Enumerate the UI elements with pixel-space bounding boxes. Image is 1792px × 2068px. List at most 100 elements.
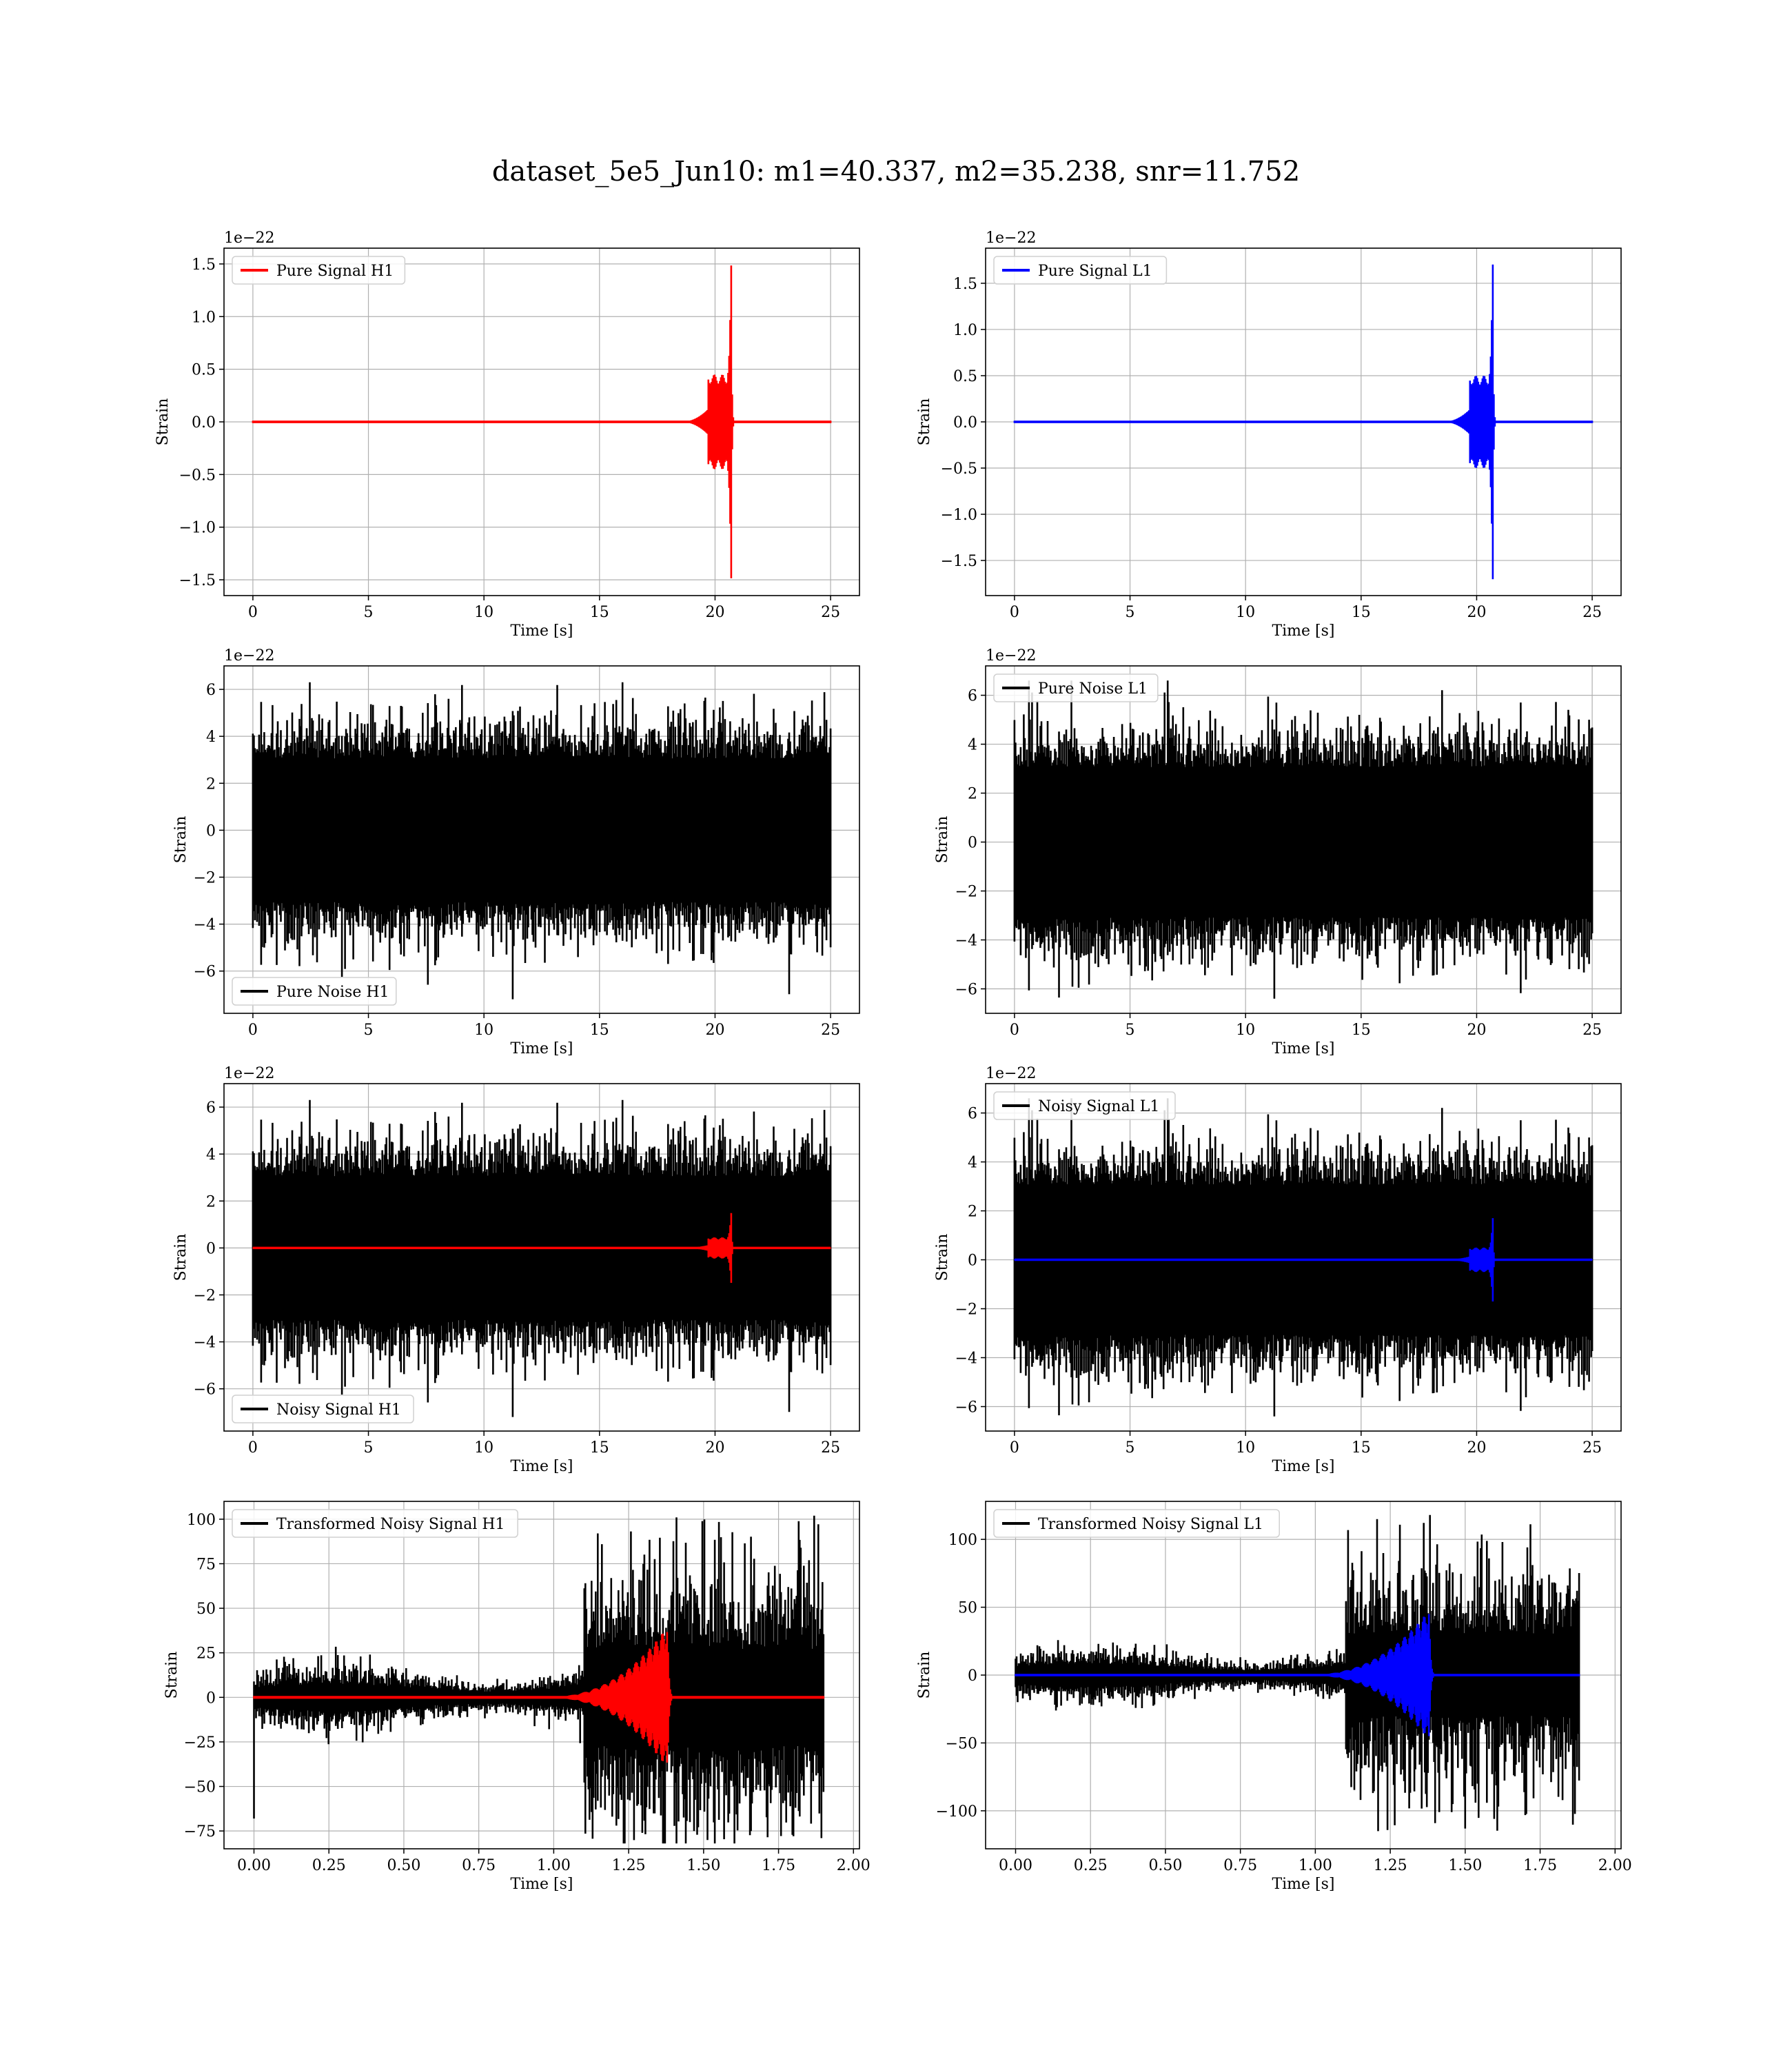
x-tick-label: 1.50 — [1448, 1857, 1482, 1874]
x-tick-label: 1.50 — [686, 1857, 720, 1874]
x-axis-label: Time [s] — [1272, 1876, 1334, 1893]
x-tick-label: 1.00 — [1299, 1857, 1332, 1874]
series-signal-overlay — [1015, 1614, 1580, 1736]
y-tick-label: 100 — [948, 1532, 977, 1549]
x-tick-label: 15 — [590, 1022, 609, 1039]
x-axis-label: Time [s] — [510, 622, 573, 640]
x-tick-label: 0.50 — [1148, 1857, 1182, 1874]
x-tick-label: 0.00 — [999, 1857, 1032, 1874]
x-tick-label: 20 — [1467, 1022, 1486, 1039]
y-axis-label: Strain — [916, 1652, 933, 1699]
y-tick-label: −1.0 — [179, 520, 216, 537]
legend-box — [993, 673, 1159, 702]
legend-label: Pure Signal L1 — [1038, 263, 1152, 280]
y-tick-label: −6 — [955, 1399, 977, 1417]
y-tick-label: 1.0 — [953, 322, 977, 339]
plot-frame — [985, 665, 1622, 1014]
x-tick-label: 5 — [364, 1022, 374, 1039]
y-tick-label: 2 — [968, 786, 977, 803]
pure-noise-h1-chart: 0 5 10 15 20 25 −6 −4 −2 0 2 4 6 Time [s] Strain 1e−22 P… — [172, 647, 860, 1057]
x-tick-label: 5 — [364, 604, 374, 621]
y-tick-label: −0.5 — [941, 460, 977, 478]
x-axis-label: Time [s] — [1272, 622, 1334, 640]
legend: Transformed Noisy Signal L1 — [993, 1509, 1280, 1538]
y-tick-label: −4 — [955, 1350, 977, 1368]
y-tick-label: 4 — [206, 729, 216, 746]
legend-box — [993, 1091, 1176, 1120]
x-tick-label: 20 — [1467, 604, 1486, 621]
y-tick-label: −0.5 — [179, 467, 216, 484]
y-tick-label: −4 — [194, 917, 216, 934]
series-transformed-noisy-signal-h1 — [253, 1515, 825, 1844]
x-tick-label: 20 — [705, 604, 724, 621]
y-tick-label: 0.5 — [953, 368, 977, 385]
legend-label: Transformed Noisy Signal H1 — [276, 1516, 505, 1533]
transformed-noisy-signal-h1-chart: 0.00 0.25 0.50 0.75 1.00 1.25 1.50 1.75 2.00 −75 −… — [163, 1501, 870, 1893]
y-tick-label: 4 — [206, 1146, 216, 1164]
y-tick-label: 0 — [206, 1690, 216, 1707]
x-tick-label: 25 — [821, 1439, 840, 1457]
y-tick-label: 4 — [968, 1155, 977, 1172]
y-tick-label: −2 — [955, 884, 977, 901]
y-tick-label: −4 — [955, 933, 977, 950]
y-tick-label: 6 — [206, 682, 216, 699]
x-tick-label: 0 — [248, 604, 258, 621]
y-tick-label: −2 — [955, 1301, 977, 1319]
x-tick-label: 1.75 — [1523, 1857, 1557, 1874]
x-tick-label: 0.50 — [387, 1857, 420, 1874]
y-tick-label: −6 — [194, 964, 216, 981]
y-offset-label: 1e−22 — [224, 1065, 274, 1082]
y-axis-label: Strain — [172, 1234, 190, 1281]
x-tick-label: 20 — [705, 1439, 724, 1457]
x-tick-label: 0.25 — [1074, 1857, 1108, 1874]
y-tick-label: 0.5 — [192, 362, 216, 379]
x-axis-label: Time [s] — [510, 1458, 573, 1475]
x-tick-label: 25 — [821, 1022, 840, 1039]
y-tick-label: 0 — [968, 1667, 977, 1685]
series-trace — [1015, 1514, 1580, 1832]
figure-title: dataset_5e5_Jun10: m1=40.337, m2=35.238,… — [491, 156, 1301, 187]
series-pure-signal-l1 — [1013, 264, 1594, 580]
y-tick-label: 0 — [968, 835, 977, 852]
x-tick-label: 1.25 — [612, 1857, 646, 1874]
y-tick-label: −6 — [955, 982, 977, 999]
y-tick-label: 0 — [206, 1240, 216, 1257]
x-tick-label: 15 — [1352, 604, 1371, 621]
series-signal-overlay — [1013, 1218, 1594, 1301]
y-tick-label: −1.5 — [941, 553, 977, 570]
x-tick-label: 0.75 — [462, 1857, 496, 1874]
y-tick-label: −50 — [946, 1735, 977, 1752]
y-tick-label: −50 — [184, 1779, 216, 1796]
y-axis-label: Strain — [934, 1234, 951, 1281]
x-tick-label: 0 — [248, 1022, 258, 1039]
x-axis-label: Time [s] — [1272, 1040, 1334, 1057]
legend: Noisy Signal L1 — [993, 1091, 1176, 1120]
legend-box — [232, 1395, 414, 1423]
x-axis-label: Time [s] — [510, 1040, 573, 1057]
x-tick-label: 10 — [474, 1439, 493, 1457]
legend: Pure Noise H1 — [232, 977, 397, 1006]
y-tick-label: 1.5 — [192, 256, 216, 274]
y-axis-label: Strain — [163, 1652, 181, 1699]
legend-box — [232, 256, 406, 285]
pure-noise-l1-chart: 0 5 10 15 20 25 −6 −4 −2 0 2 4 6 Time [s] Strain 1e−22P… — [934, 647, 1622, 1057]
legend-label: Transformed Noisy Signal L1 — [1038, 1516, 1263, 1533]
pure-signal-h1-chart: 0 5 10 15 20 25 −1.5 −1.0 −0.5 0.0 0.5 1.0 1.5 Time [… — [154, 230, 860, 640]
x-tick-label: 0 — [1010, 604, 1019, 621]
x-tick-label: 25 — [1582, 1022, 1602, 1039]
series-trace — [253, 1515, 825, 1844]
y-tick-label: 6 — [968, 688, 977, 705]
legend: Pure Signal L1 — [993, 256, 1168, 285]
plot-frame — [223, 665, 860, 1014]
x-tick-label: 10 — [1236, 1022, 1255, 1039]
y-tick-label: 2 — [968, 1204, 977, 1221]
series-pure-noise-l1 — [1013, 680, 1594, 999]
y-tick-label: −1.0 — [941, 507, 977, 524]
y-tick-label: 1.5 — [953, 276, 977, 293]
legend-box — [993, 1509, 1280, 1538]
y-tick-label: −100 — [936, 1803, 977, 1821]
x-tick-label: 0.25 — [312, 1857, 346, 1874]
legend: Noisy Signal H1 — [232, 1395, 414, 1423]
series-trace — [252, 1099, 832, 1417]
